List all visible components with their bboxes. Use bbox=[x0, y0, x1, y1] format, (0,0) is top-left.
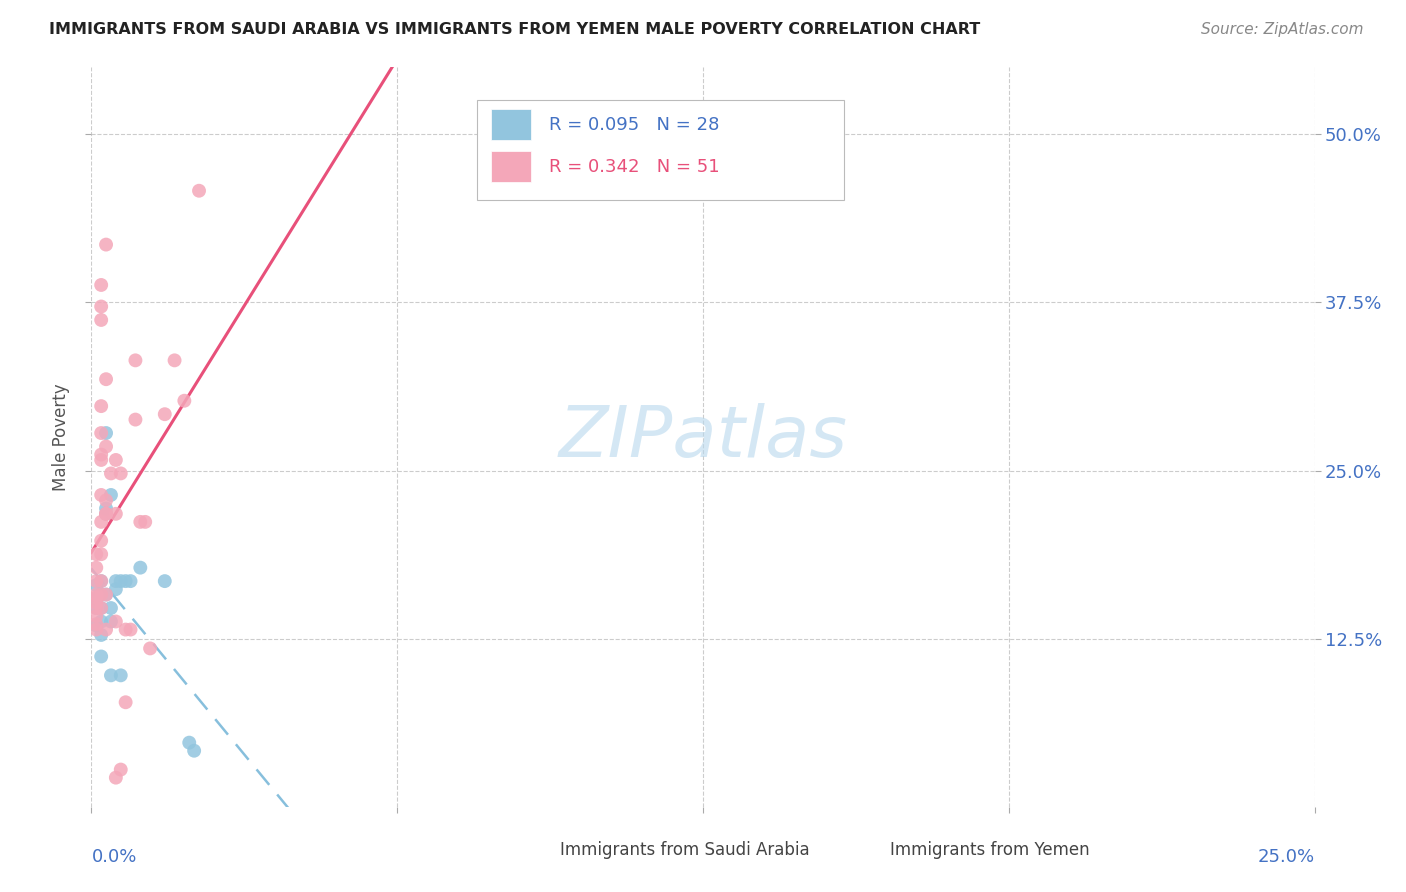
Point bbox=[104, 574, 127, 588]
Point bbox=[84, 618, 107, 632]
Point bbox=[84, 560, 107, 574]
Point bbox=[94, 372, 117, 386]
Text: Immigrants from Saudi Arabia: Immigrants from Saudi Arabia bbox=[560, 841, 810, 859]
Point bbox=[104, 615, 127, 629]
Text: ZIPatlas: ZIPatlas bbox=[558, 402, 848, 472]
Point bbox=[139, 641, 162, 656]
Text: Source: ZipAtlas.com: Source: ZipAtlas.com bbox=[1201, 22, 1364, 37]
Point bbox=[134, 515, 156, 529]
Point bbox=[94, 507, 117, 521]
Point bbox=[84, 601, 107, 615]
Point bbox=[90, 399, 112, 413]
Point bbox=[183, 744, 205, 758]
Point bbox=[100, 467, 122, 481]
Point bbox=[84, 591, 107, 605]
Point bbox=[110, 467, 132, 481]
Point bbox=[153, 574, 176, 588]
FancyBboxPatch shape bbox=[856, 840, 883, 859]
Point bbox=[84, 623, 107, 637]
Point bbox=[104, 582, 127, 597]
Point bbox=[90, 547, 112, 561]
Point bbox=[100, 488, 122, 502]
Point bbox=[104, 453, 127, 467]
Text: IMMIGRANTS FROM SAUDI ARABIA VS IMMIGRANTS FROM YEMEN MALE POVERTY CORRELATION C: IMMIGRANTS FROM SAUDI ARABIA VS IMMIGRAN… bbox=[49, 22, 980, 37]
FancyBboxPatch shape bbox=[491, 151, 530, 182]
Point bbox=[188, 184, 211, 198]
Point bbox=[90, 515, 112, 529]
Point bbox=[90, 533, 112, 548]
Point bbox=[100, 615, 122, 629]
Point bbox=[94, 237, 117, 252]
Text: R = 0.095   N = 28: R = 0.095 N = 28 bbox=[548, 116, 720, 134]
Point bbox=[84, 547, 107, 561]
Y-axis label: Male Poverty: Male Poverty bbox=[52, 384, 70, 491]
Point bbox=[84, 588, 107, 602]
Point bbox=[100, 668, 122, 682]
Point bbox=[94, 507, 117, 521]
Text: 0.0%: 0.0% bbox=[91, 848, 136, 866]
Point bbox=[90, 425, 112, 440]
Point bbox=[124, 412, 146, 426]
Point bbox=[163, 353, 186, 368]
FancyBboxPatch shape bbox=[477, 100, 844, 200]
Point bbox=[90, 574, 112, 588]
Point bbox=[120, 574, 142, 588]
Point bbox=[90, 488, 112, 502]
Point bbox=[124, 353, 146, 368]
Point bbox=[114, 623, 136, 637]
Point bbox=[110, 668, 132, 682]
Text: 25.0%: 25.0% bbox=[1257, 848, 1315, 866]
Point bbox=[94, 623, 117, 637]
Point bbox=[90, 649, 112, 664]
FancyBboxPatch shape bbox=[526, 840, 553, 859]
Point bbox=[153, 407, 176, 421]
Point bbox=[94, 493, 117, 508]
Point bbox=[90, 628, 112, 642]
Point bbox=[90, 313, 112, 327]
Point bbox=[100, 601, 122, 615]
Point bbox=[90, 448, 112, 462]
Point bbox=[84, 574, 107, 588]
Point bbox=[94, 501, 117, 516]
Point bbox=[90, 615, 112, 629]
Point bbox=[114, 695, 136, 709]
Point bbox=[94, 588, 117, 602]
Point bbox=[84, 578, 107, 592]
Point bbox=[94, 507, 117, 521]
Point bbox=[84, 617, 107, 632]
Point bbox=[110, 574, 132, 588]
Point bbox=[90, 300, 112, 314]
Point bbox=[94, 440, 117, 454]
Point bbox=[90, 588, 112, 602]
Point bbox=[90, 574, 112, 588]
Point bbox=[90, 601, 112, 615]
Point bbox=[129, 560, 152, 574]
Point bbox=[94, 425, 117, 440]
Point bbox=[179, 736, 201, 750]
Point bbox=[104, 771, 127, 785]
Point bbox=[94, 588, 117, 602]
Point bbox=[84, 601, 107, 615]
Point bbox=[90, 601, 112, 615]
Point bbox=[173, 393, 195, 408]
Point bbox=[90, 453, 112, 467]
Point bbox=[104, 507, 127, 521]
Point bbox=[114, 574, 136, 588]
Text: R = 0.342   N = 51: R = 0.342 N = 51 bbox=[548, 158, 720, 176]
Point bbox=[90, 588, 112, 602]
Point bbox=[84, 609, 107, 624]
Point bbox=[129, 515, 152, 529]
Point bbox=[120, 623, 142, 637]
Point bbox=[84, 596, 107, 610]
Point bbox=[84, 591, 107, 606]
FancyBboxPatch shape bbox=[491, 109, 530, 140]
Point bbox=[110, 763, 132, 777]
Text: Immigrants from Yemen: Immigrants from Yemen bbox=[890, 841, 1090, 859]
Point bbox=[90, 277, 112, 292]
